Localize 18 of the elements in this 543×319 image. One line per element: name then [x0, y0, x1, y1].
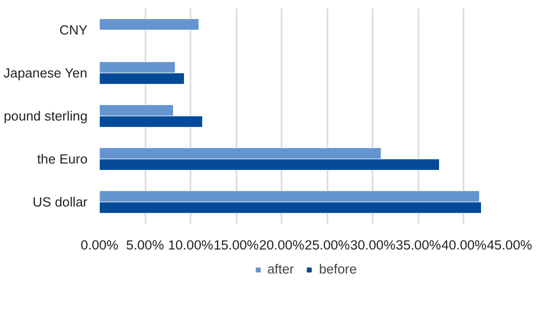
x-tick-label: 10.00% — [168, 238, 214, 252]
y-tick-label: Japanese Yen — [4, 66, 88, 80]
x-tick-label: 15.00% — [214, 238, 259, 252]
legend-label: before — [318, 262, 357, 276]
y-tick-label: the Euro — [37, 152, 88, 166]
x-tick-label: 25.00% — [304, 238, 350, 252]
y-tick-label: pound sterling — [4, 108, 88, 124]
bar — [100, 18, 200, 30]
x-tick-label: 20.00% — [259, 238, 304, 252]
legend-label: after — [267, 262, 294, 276]
x-tick-label: 35.00% — [396, 238, 442, 252]
x-tick-label: 5.00% — [126, 238, 164, 252]
x-tick-label: 45.00% — [486, 238, 532, 252]
x-tick-label: 40.00% — [441, 238, 487, 252]
x-tick-label: 0.00% — [80, 238, 119, 252]
y-tick-label: US dollar — [32, 194, 88, 210]
y-tick-label: CNY — [59, 22, 88, 38]
x-tick-label: 30.00% — [350, 238, 396, 252]
